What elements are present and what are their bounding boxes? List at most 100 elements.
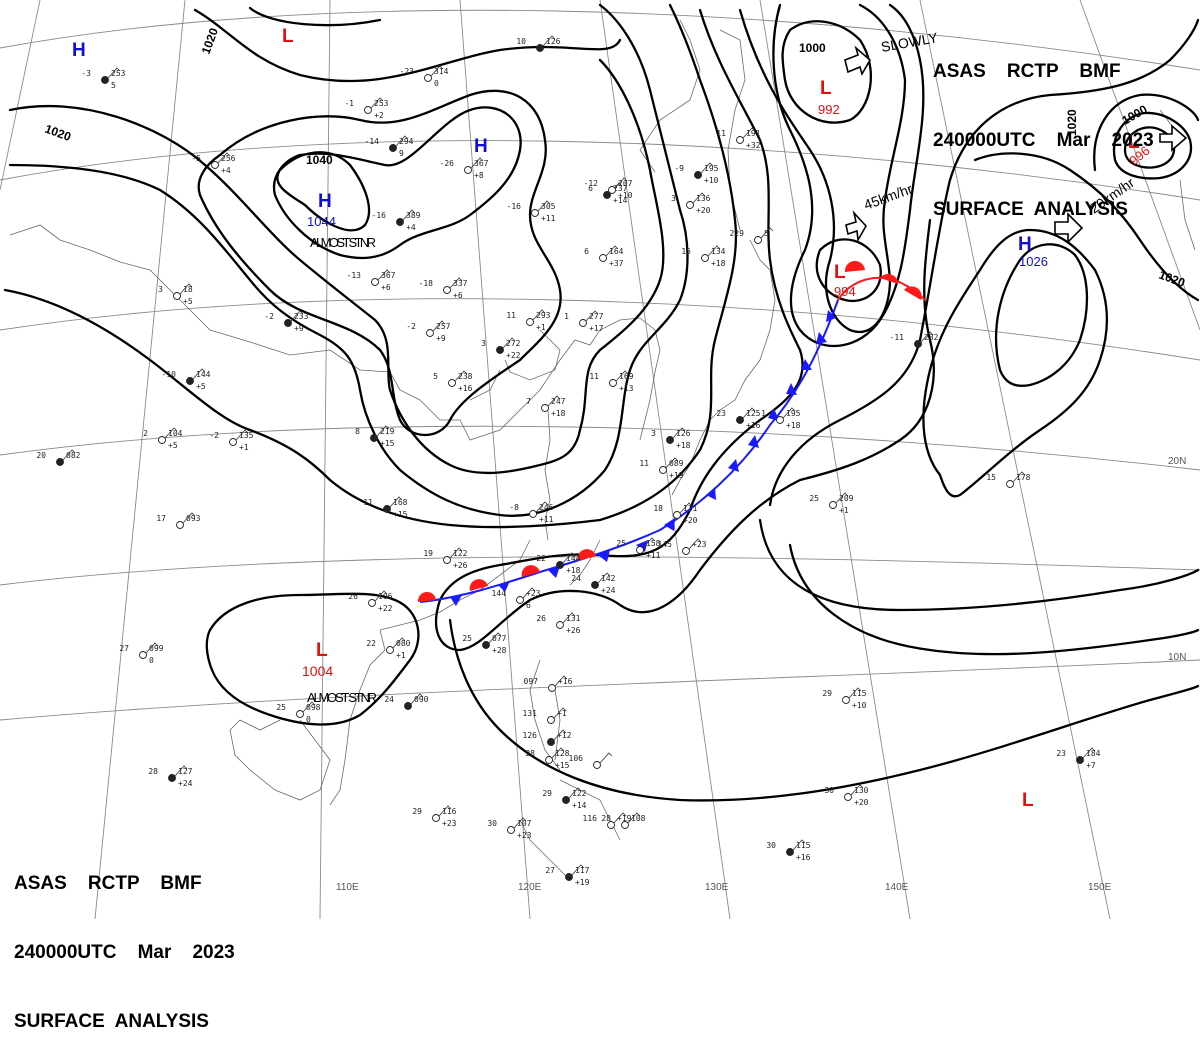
station-tendency: +6 bbox=[381, 283, 391, 292]
station-plot: -9 195 +10 bbox=[674, 162, 719, 185]
station-tendency: +23 bbox=[442, 819, 457, 828]
station-plot: 30 107 +23 bbox=[487, 817, 532, 840]
station-pressure: 247 bbox=[551, 397, 566, 406]
station-plot: 30 115 +16 bbox=[766, 839, 811, 862]
station-pressure: 169 bbox=[619, 372, 634, 381]
station-plot: 25 077 +28 bbox=[462, 632, 507, 655]
station-temp: 28 bbox=[148, 767, 158, 776]
station-pressure: 389 bbox=[406, 211, 421, 220]
wind-barb bbox=[792, 839, 806, 851]
station-pressure: 130 bbox=[854, 786, 869, 795]
station-temp: -2 bbox=[209, 431, 219, 440]
station-circle bbox=[579, 319, 587, 327]
station-circle bbox=[386, 646, 394, 654]
station-pressure: 144 bbox=[566, 554, 581, 563]
station-pressure: 122 bbox=[453, 549, 468, 558]
station-circle bbox=[101, 76, 109, 84]
station-circle bbox=[666, 436, 674, 444]
station-pressure: 272 bbox=[506, 339, 521, 348]
low-marker: L bbox=[1128, 132, 1140, 153]
station-tendency: +16 bbox=[746, 421, 761, 430]
station-pressure: 104 bbox=[168, 429, 183, 438]
wind-barb bbox=[920, 331, 934, 343]
header-top: ASAS RCTP BMF 240000UTC Mar 2023 SURFACE… bbox=[933, 14, 1154, 244]
station-circle bbox=[776, 416, 784, 424]
wind-barb bbox=[1082, 747, 1096, 759]
high-value: 1044 bbox=[307, 214, 336, 229]
station-plot: -5 256 +4 bbox=[191, 152, 236, 175]
station-tendency: +23 bbox=[517, 831, 532, 840]
station-circle bbox=[168, 774, 176, 782]
station-plot: 25 098 0 bbox=[276, 701, 321, 724]
station-plot: 11 169 +13 bbox=[589, 370, 634, 393]
isobar-label: 1020 bbox=[1065, 109, 1079, 136]
station-circle bbox=[556, 621, 564, 629]
motion-arrows bbox=[844, 45, 1188, 244]
station-circle bbox=[396, 218, 404, 226]
station-pressure: 142 bbox=[601, 574, 616, 583]
lon-label: 120E bbox=[518, 882, 542, 893]
station-circle bbox=[621, 821, 629, 829]
station-plot: 20 082 bbox=[36, 449, 81, 466]
station-pressure: 089 bbox=[669, 459, 684, 468]
station-tendency: 0 bbox=[149, 656, 154, 665]
station-plot: 29 116 +23 bbox=[412, 805, 457, 828]
station-pressure: 337 bbox=[453, 279, 468, 288]
station-plot: 17 093 bbox=[156, 512, 201, 529]
station-tendency: +10 bbox=[618, 191, 633, 200]
wind-barb bbox=[547, 395, 561, 407]
station-circle bbox=[562, 796, 570, 804]
wind-barb bbox=[692, 192, 706, 204]
wind-barb bbox=[850, 784, 864, 796]
station-tendency: +24 bbox=[178, 779, 193, 788]
station-circle bbox=[673, 511, 681, 519]
isobar-label: 1040 bbox=[306, 153, 333, 167]
wind-barb bbox=[542, 35, 556, 47]
station-temp: 11 bbox=[639, 459, 649, 468]
station-temp: 3 bbox=[651, 429, 656, 438]
wind-barb bbox=[449, 277, 463, 289]
station-circle bbox=[636, 546, 644, 554]
wind-barb bbox=[707, 245, 721, 257]
wind-barb bbox=[376, 425, 390, 437]
station-circle bbox=[736, 136, 744, 144]
station-pressure: 5 bbox=[764, 229, 769, 238]
station-plot: 5 238 +16 bbox=[433, 370, 473, 393]
wind-barb bbox=[627, 812, 641, 824]
station-pressure: 219 bbox=[380, 427, 395, 436]
wind-barb bbox=[562, 612, 576, 624]
station-pressure: 080 bbox=[396, 639, 411, 648]
station-tendency: +1 bbox=[839, 506, 849, 515]
station-pressure: 367 bbox=[474, 159, 489, 168]
station-temp: -8 bbox=[509, 503, 519, 512]
wind-barb bbox=[742, 407, 756, 419]
grid-labels: 110E 120E 130E 140E 150E 10N 20N bbox=[336, 456, 1186, 893]
station-temp: 6 bbox=[588, 184, 593, 193]
station-tendency: +28 bbox=[492, 646, 507, 655]
station-plot: -10 144 +5 bbox=[162, 368, 211, 391]
station-pressure: 127 bbox=[178, 767, 193, 776]
station-circle bbox=[754, 236, 762, 244]
station-temp: 23 bbox=[1056, 749, 1066, 758]
station-plot: 18 131 +20 bbox=[653, 502, 698, 525]
wind-barb bbox=[532, 309, 546, 321]
station-pressure: 253 bbox=[111, 69, 126, 78]
station-tendency: +1 bbox=[396, 651, 406, 660]
station-tendency: +18 bbox=[711, 259, 726, 268]
station-temp: 17 bbox=[156, 514, 166, 523]
station-tendency: +11 bbox=[539, 515, 554, 524]
station-circle bbox=[383, 505, 391, 513]
low-value: 1004 bbox=[302, 663, 333, 679]
station-temp: 29 bbox=[542, 789, 552, 798]
station-circle bbox=[284, 319, 292, 327]
wind-barb bbox=[760, 227, 774, 239]
station-pressure: 108 bbox=[631, 814, 646, 823]
wind-barb bbox=[410, 693, 424, 705]
wind-barb bbox=[679, 502, 693, 514]
station-temp: -26 bbox=[440, 159, 455, 168]
station-plot: 106 bbox=[569, 752, 613, 769]
station-tendency: +26 bbox=[453, 561, 468, 570]
station-tendency: +9 bbox=[294, 324, 304, 333]
station-temp: 27 bbox=[119, 644, 129, 653]
station-circle bbox=[541, 404, 549, 412]
